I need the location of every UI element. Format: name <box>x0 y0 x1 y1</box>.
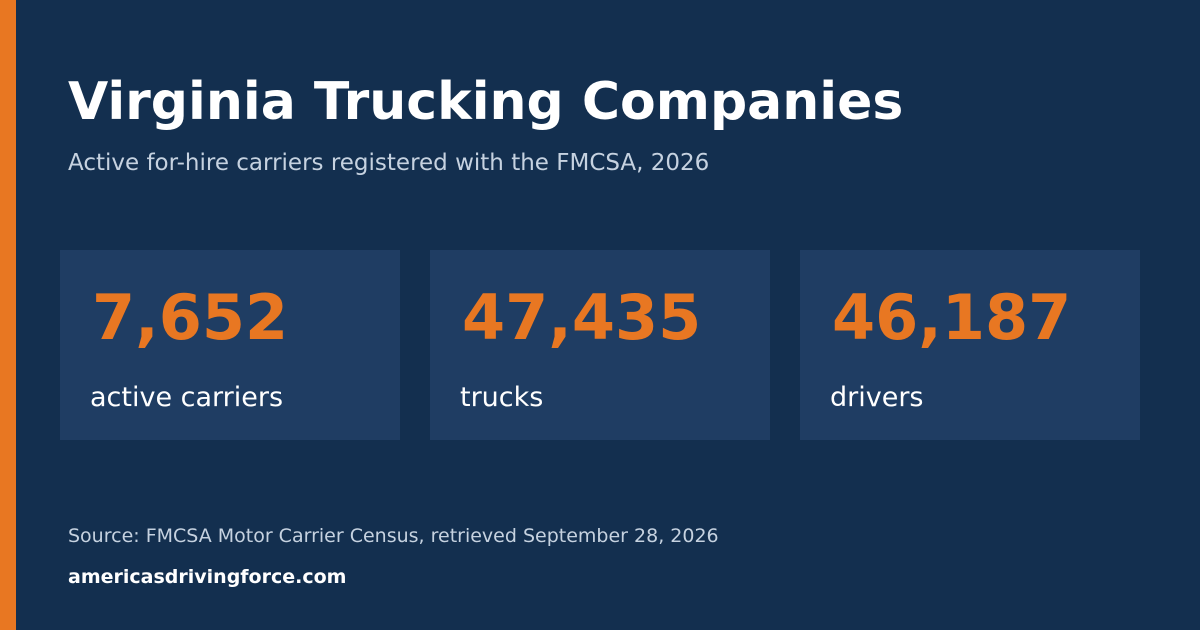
source-note: Source: FMCSA Motor Carrier Census, retr… <box>68 525 719 547</box>
stat-label-drivers: drivers <box>830 382 924 413</box>
stat-label-carriers: active carriers <box>90 382 284 413</box>
stat-card-drivers: 46,187 drivers <box>800 250 1140 440</box>
stat-label-trucks: trucks <box>460 382 544 413</box>
stat-card-trucks: 47,435 trucks <box>430 250 770 440</box>
stat-card-carriers: 7,652 active carriers <box>60 250 400 440</box>
accent-bar <box>0 0 16 630</box>
page-title: Virginia Trucking Companies <box>68 72 904 132</box>
stat-value-drivers: 46,187 <box>832 281 1072 354</box>
stat-value-trucks: 47,435 <box>462 281 702 354</box>
site-link[interactable]: americasdrivingforce.com <box>68 566 347 588</box>
page-subtitle: Active for-hire carriers registered with… <box>68 150 710 176</box>
stat-value-carriers: 7,652 <box>92 281 289 354</box>
